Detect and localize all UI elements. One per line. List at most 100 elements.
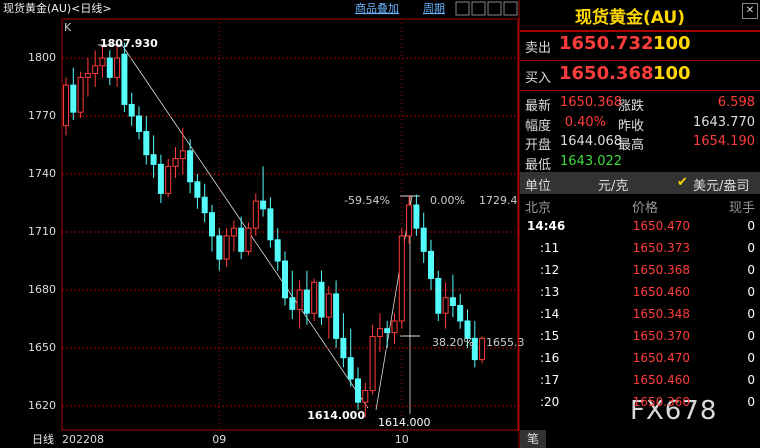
stat-label: 开盘: [525, 138, 552, 153]
stat-value: 6.598: [717, 95, 755, 110]
candle-body: [165, 165, 172, 194]
candle-body: [435, 277, 442, 314]
candle-body: [289, 297, 296, 310]
unit-check: ✔: [677, 175, 688, 190]
tick-time: :16: [540, 351, 560, 365]
candle-body: [347, 357, 354, 380]
icon-button[interactable]: [471, 1, 486, 16]
candle-body: [230, 227, 237, 237]
tick-price: 1650.373: [632, 241, 690, 255]
candle-body: [296, 289, 303, 310]
candle-body: [63, 84, 69, 127]
tick-volume: 0: [747, 241, 755, 255]
tick-price: 1650.348: [632, 307, 690, 321]
tick-time: :20: [540, 395, 560, 409]
annotation: 1614.000: [307, 409, 365, 422]
candle-body: [267, 208, 274, 241]
overlay-button[interactable]: 商品叠加: [355, 1, 399, 15]
candle-body: [223, 235, 230, 260]
plot-frame: [61, 18, 519, 431]
candle-body: [150, 154, 157, 165]
y-tick-label: 1650: [28, 341, 56, 354]
y-tick-label: 1740: [28, 167, 56, 180]
unit-cny[interactable]: 元/克: [598, 179, 629, 194]
annotation: 1807.930: [100, 37, 158, 50]
candle-body: [303, 289, 310, 314]
candle-body: [99, 57, 106, 67]
y-tick-label: 1710: [28, 225, 56, 238]
watermark: FX678: [630, 396, 718, 426]
stat-value: 1650.368: [560, 95, 623, 110]
tick-time: :14: [540, 307, 560, 321]
candle-body: [406, 204, 413, 237]
candle-body: [340, 337, 347, 359]
annotation: -59.54%: [344, 194, 390, 207]
toolbar-title: 现货黄金(AU)<日线>: [3, 1, 112, 15]
candle-body: [128, 103, 135, 117]
candle-body: [355, 378, 361, 403]
unit-usd[interactable]: 美元/盎司: [693, 179, 750, 194]
y-tick-label: 1770: [28, 109, 56, 122]
annotation: 0.00%: [430, 194, 465, 207]
tick-volume: 0: [747, 307, 755, 321]
tick-time: :11: [540, 241, 560, 255]
candle-body: [413, 204, 420, 229]
separator: [520, 60, 760, 61]
tick-time: :15: [540, 329, 560, 343]
ticks-header: 现手: [728, 201, 755, 216]
candle-body: [194, 181, 201, 198]
tick-price: 1650.470: [632, 219, 690, 233]
stat-label: 最新: [525, 99, 552, 114]
unit-label: 单位: [525, 179, 552, 194]
stat-value: 0.40%: [564, 114, 606, 130]
tick-price: 1650.470: [632, 351, 690, 365]
tab[interactable]: 笔: [520, 430, 546, 448]
candle-body: [157, 163, 164, 194]
separator: [520, 90, 760, 91]
candle-body: [420, 227, 427, 252]
candle-body: [449, 297, 456, 307]
icon-button[interactable]: [455, 1, 470, 16]
quote-header: [520, 0, 760, 32]
candle-body: [384, 328, 391, 334]
candle-body: [471, 337, 478, 361]
ticks-header: 价格: [631, 201, 658, 216]
candle-body: [311, 281, 318, 314]
period-button[interactable]: 周期: [423, 2, 445, 15]
close-button[interactable]: ✕: [742, 3, 758, 19]
tick-price: 1650.368: [632, 263, 690, 277]
x-tick-label: 202208: [62, 433, 104, 446]
candle-body: [252, 200, 259, 229]
candle-body: [376, 328, 383, 337]
candle-body: [442, 297, 449, 314]
ticks-header: 北京: [525, 201, 552, 216]
tick-volume: 0: [747, 373, 755, 387]
candle-body: [238, 227, 245, 252]
candle-body: [201, 196, 208, 214]
stat-value: 1643.770: [692, 114, 755, 130]
candle-body: [274, 239, 281, 262]
candle-body: [92, 65, 99, 75]
buy-label: 买入: [525, 71, 552, 86]
candle-body: [333, 293, 340, 339]
tick-price: 1650.460: [632, 285, 690, 299]
y-tick-label: 1800: [28, 51, 56, 64]
icon-button[interactable]: [487, 1, 502, 16]
tick-volume: 0: [747, 351, 755, 365]
candle-body: [70, 84, 77, 113]
tick-volume: 0: [747, 285, 755, 299]
icon-button[interactable]: [503, 1, 518, 16]
annotation: 1729.4: [479, 194, 518, 207]
unit-row: [520, 172, 760, 194]
y-tick-label: 1680: [28, 283, 56, 296]
candle-body: [457, 305, 464, 322]
annotation: 1614.000: [378, 416, 431, 429]
candle-body: [318, 281, 325, 318]
candle-body: [216, 235, 223, 260]
candle-body: [136, 115, 142, 133]
buy-price: 1650.368: [559, 63, 654, 84]
quote-title: 现货黄金(AU): [575, 8, 685, 28]
tick-volume: 0: [747, 395, 755, 409]
